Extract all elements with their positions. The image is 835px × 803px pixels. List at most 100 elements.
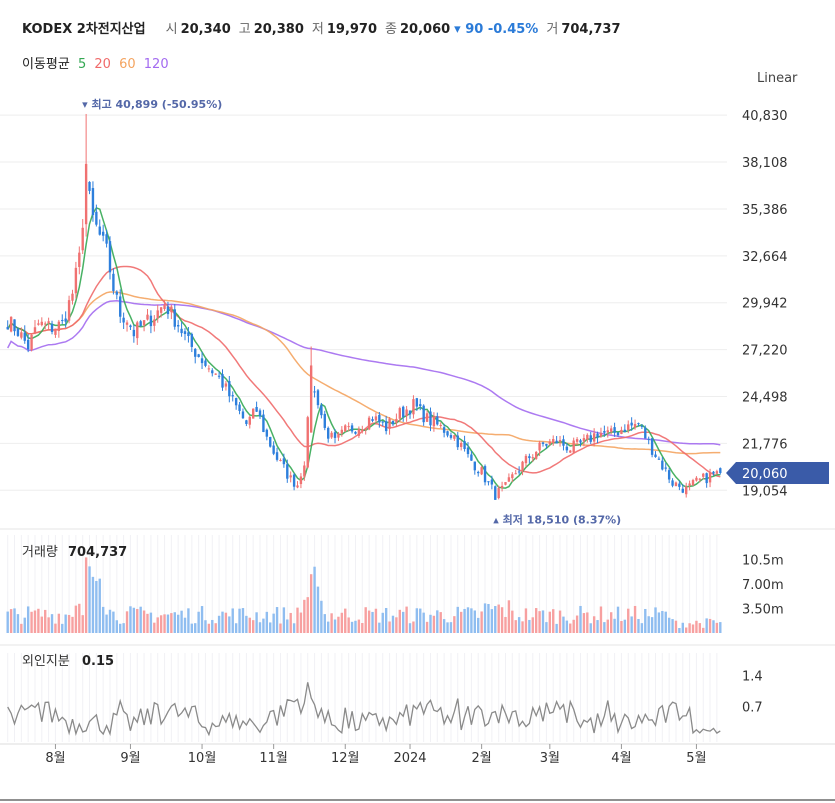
volume-bar	[197, 611, 200, 633]
candle	[674, 481, 678, 487]
volume-bar	[67, 614, 71, 633]
candle	[190, 332, 194, 353]
candle-body	[422, 405, 425, 423]
candle-body	[265, 429, 269, 437]
candle-body	[705, 473, 708, 484]
candle-body	[316, 390, 320, 406]
candle	[627, 420, 630, 434]
candle-body	[245, 420, 248, 424]
candle-body	[180, 328, 183, 334]
candle-body	[541, 442, 545, 444]
volume-bar	[251, 620, 255, 633]
candle-body	[388, 418, 391, 429]
volume-bar	[265, 611, 269, 633]
candle	[289, 471, 292, 483]
volume-panel: 거래량 704,737 10.5m 7.00m 3.50m	[0, 528, 835, 633]
ma-period-5: 5	[77, 57, 87, 72]
candle-body	[57, 321, 61, 331]
candle	[494, 485, 497, 500]
volume-bar	[531, 617, 534, 633]
candle-body	[558, 440, 562, 442]
candle	[313, 385, 316, 398]
candle	[78, 246, 81, 275]
candle	[388, 417, 391, 435]
candle-body	[64, 318, 67, 322]
candle	[613, 422, 616, 437]
candle	[306, 415, 309, 469]
volume-bar	[163, 614, 166, 633]
candle	[248, 415, 251, 429]
candle-body	[156, 310, 159, 319]
candle-body	[289, 475, 292, 478]
volume-bar	[98, 578, 101, 633]
candle-body	[507, 477, 511, 482]
time-tick-label: 2월	[472, 751, 492, 766]
candle-body	[221, 374, 224, 388]
candle-body	[364, 428, 367, 430]
time-tick-label: 4월	[611, 751, 631, 766]
volume-bar	[575, 615, 579, 633]
candle	[412, 395, 415, 419]
volume-bar	[685, 627, 688, 633]
candle-body	[657, 458, 661, 460]
candle	[548, 438, 552, 446]
volume-bar	[558, 610, 562, 633]
volume-bar	[221, 611, 224, 633]
price-tick-label: 21,776	[742, 437, 788, 452]
candle-body	[74, 267, 78, 294]
candle-body	[661, 460, 664, 470]
volume-bar	[26, 606, 30, 633]
candle-body	[330, 432, 333, 438]
candle-body	[419, 404, 422, 406]
scale-toggle-button[interactable]: Linear	[757, 71, 798, 86]
candle	[337, 431, 340, 442]
volume-bar	[234, 623, 238, 633]
volume-bar	[500, 607, 504, 633]
time-tick-label: 3월	[540, 751, 560, 766]
volume-bar	[50, 614, 54, 633]
candle	[442, 423, 446, 438]
volume-bar	[719, 622, 722, 633]
candle-body	[569, 450, 572, 453]
volume-bar	[381, 612, 384, 633]
candle	[408, 410, 412, 419]
candle	[473, 461, 477, 475]
candle	[712, 471, 715, 476]
candle	[558, 435, 562, 447]
candle	[156, 304, 159, 323]
volume-bar	[514, 620, 517, 633]
candle	[623, 424, 627, 433]
candle	[497, 485, 500, 500]
volume-bar	[64, 614, 67, 633]
volume-bar	[313, 566, 316, 633]
volume-bar	[217, 615, 221, 633]
volume-bar	[327, 621, 330, 633]
candle-body	[272, 445, 275, 454]
volume-bar	[340, 612, 344, 633]
price-tick-label: 40,830	[742, 109, 788, 124]
volume-tick-label: 3.50m	[742, 603, 784, 618]
volume-panel-label: 거래량	[22, 545, 58, 560]
candle-body	[708, 472, 712, 483]
candle	[633, 419, 637, 430]
time-tick-label: 10월	[188, 751, 217, 766]
candle	[132, 324, 136, 343]
volume-bar	[569, 623, 572, 633]
ma-legend-label: 이동평균	[22, 57, 70, 72]
volume-bar	[183, 617, 187, 633]
open-label: 시	[165, 22, 178, 37]
volume-bar	[344, 608, 347, 633]
candle-body	[480, 467, 483, 475]
volume-bar	[139, 606, 142, 633]
volume-bar	[149, 612, 153, 633]
volume-bar	[541, 610, 545, 633]
candle	[647, 436, 650, 445]
moving-average-legend[interactable]: 이동평균 5 20 60 120	[22, 53, 173, 72]
candle	[224, 380, 228, 391]
volume-bar	[442, 619, 446, 633]
candle	[40, 317, 43, 327]
candle	[620, 426, 623, 435]
candle	[350, 423, 354, 434]
low-label: 저	[311, 22, 324, 37]
